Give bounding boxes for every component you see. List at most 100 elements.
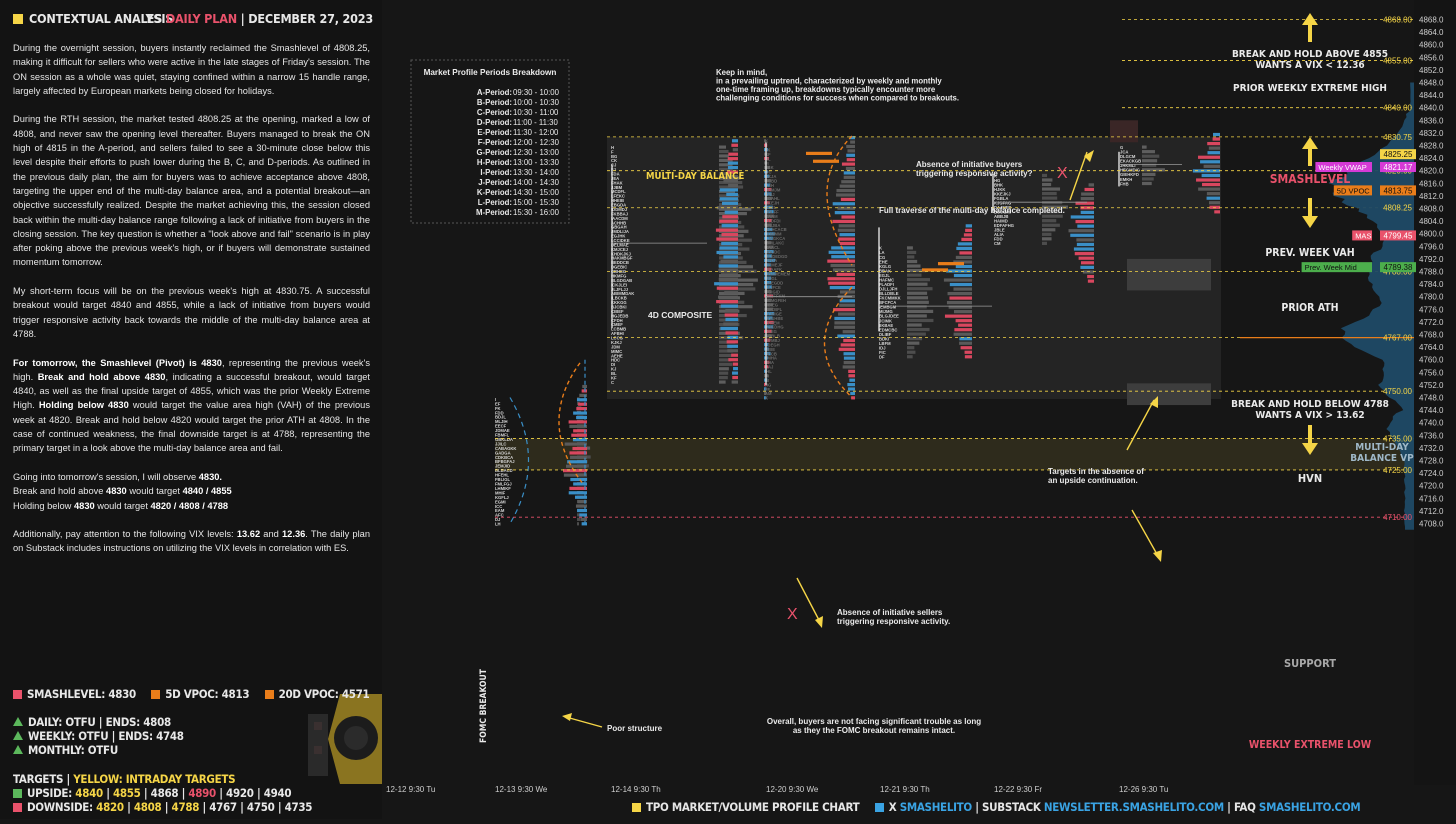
- volume-bar: [764, 307, 774, 311]
- tpo-letters: AFC: [495, 513, 504, 518]
- volume-bar: [837, 228, 855, 232]
- volume-bar: [577, 500, 587, 504]
- volume-bar: [723, 179, 738, 183]
- tpo-letters: JMHA: [765, 356, 777, 361]
- volume-bar: [764, 276, 772, 280]
- support-zone: [495, 438, 1414, 470]
- volume-bar: [964, 355, 972, 359]
- volume-bar: [764, 334, 772, 338]
- volume-bar: [719, 358, 731, 362]
- downside-target: 4808: [133, 800, 162, 814]
- observe-line: Going into tomorrow's session, I will ob…: [13, 471, 199, 482]
- axis-tick-label: 4816.0: [1419, 179, 1444, 188]
- volume-bar: [719, 163, 733, 167]
- tpo-letters: DLIBF: [879, 332, 892, 337]
- tpo-letters: MCDFL: [611, 189, 626, 194]
- tpo-letters: LBK: [765, 165, 774, 170]
- volume-bar: [832, 268, 855, 272]
- targets-yellow: YELLOW: INTRADAY TARGETS: [73, 772, 236, 786]
- volume-bar: [1142, 181, 1152, 186]
- volume-bar: [576, 407, 587, 411]
- volume-bar: [719, 154, 729, 158]
- tpo-letters: IJFDA: [765, 258, 777, 263]
- volume-bar: [1068, 229, 1094, 233]
- pointer-arrowhead: [1084, 150, 1094, 162]
- volume-bar: [718, 268, 738, 272]
- price-tags: 4825.25 Weekly VWAP 4821.17 5D VPOC 4813.75 M…: [1301, 149, 1416, 273]
- footer-substack-link[interactable]: NEWSLETTER.SMASHELITO.COM: [1043, 800, 1224, 814]
- tpo-letters: HL: [765, 156, 771, 161]
- bold-break-above: Break and hold above 4830: [37, 371, 166, 382]
- up-triangle-icon: [13, 731, 23, 740]
- volume-bar: [907, 273, 922, 277]
- prev-week-vah-label: PREV. WEEK VAH: [1265, 247, 1354, 259]
- tpo-letters: FBLIGL: [495, 477, 511, 482]
- tpo-letters: GIEHKFD: [1120, 172, 1139, 177]
- tpo-letters: BGIGID: [765, 289, 780, 294]
- volume-bar: [1208, 146, 1220, 150]
- axis-tick-label: 4792.0: [1419, 255, 1444, 264]
- tpo-letters: BFAAFK: [765, 267, 782, 272]
- tpo-letters: KBAMEMEM: [765, 272, 791, 277]
- volume-bar: [954, 328, 972, 332]
- volume-bar: [836, 193, 855, 197]
- para-focus: My short-term focus will be on the previ…: [13, 286, 370, 339]
- volume-bar: [959, 337, 972, 341]
- period-value: 13:30 - 14:00: [513, 168, 560, 177]
- volume-bar: [579, 393, 587, 397]
- period-key: L-Period:: [478, 198, 512, 207]
- plan-date: DECEMBER 27, 2023: [248, 11, 373, 26]
- volume-bar: [764, 218, 772, 223]
- poor-structure-label: Poor structure: [607, 724, 663, 733]
- volume-bar: [907, 337, 923, 341]
- overall-line-1: Overall, buyers are not facing significa…: [767, 717, 981, 726]
- time-axis-label: 12-26 9:30 Tu: [1119, 785, 1168, 794]
- volume-bar: [728, 152, 738, 156]
- profile-1226: GJCADLGCMEKACKGBJHKMLIHEGMDIGGIEHKFDEMKH…: [1120, 145, 1165, 186]
- overall-line-2: as they the FOMC breakout remains intact…: [793, 726, 955, 735]
- profile-1220-vp: [827, 136, 855, 400]
- pointer-arrowhead: [1153, 550, 1162, 562]
- footer-faq-link[interactable]: SMASHELITO.COM: [1258, 800, 1361, 814]
- volume-bar: [907, 287, 933, 291]
- tpo-letters: CJ: [611, 163, 617, 168]
- footer-x-handle[interactable]: SMASHELITO: [899, 800, 973, 814]
- volume-bar: [764, 285, 773, 289]
- volume-bar: [907, 318, 934, 323]
- timeframe-daily: DAILY: OTFU | ENDS: 4808: [13, 715, 171, 729]
- tpo-letters: FLADFI: [879, 282, 894, 287]
- tpo-letters: IBMLAKC: [765, 241, 784, 246]
- timeframe-monthly: MONTHLY: OTFU: [13, 743, 118, 757]
- target-box-lower: [1127, 383, 1211, 406]
- volume-bar: [724, 291, 738, 295]
- absence-buyers-1: Absence of initiative buyers: [916, 160, 1023, 169]
- axis-tick-label: 4860.0: [1419, 41, 1444, 50]
- profile-1222-vp: [1068, 183, 1094, 283]
- period-value: 12:00 - 12:30: [513, 138, 560, 147]
- volume-bar: [764, 236, 773, 240]
- volume-bar: [764, 325, 774, 329]
- volume-bar: [947, 291, 972, 296]
- volume-bar: [946, 301, 972, 305]
- period-key: I-Period:: [480, 168, 512, 177]
- volume-bar: [719, 353, 732, 358]
- header-title: CONTEXTUAL ANALYSIS: [29, 11, 174, 26]
- tpo-letters: MCHCACB: [765, 227, 787, 232]
- period-value: 11:30 - 12:00: [513, 128, 559, 137]
- period-value: 14:30 - 15:00: [513, 188, 560, 197]
- volume-bar: [727, 161, 738, 165]
- tpo-letters: FI: [765, 161, 769, 166]
- level-value-label: 4735.00: [1383, 434, 1412, 443]
- volume-bar: [907, 250, 917, 255]
- pointer-line: [796, 577, 821, 623]
- volume-bar: [1073, 247, 1094, 251]
- volume-bar: [719, 149, 729, 154]
- tpo-letters: EDFAFHG: [994, 223, 1014, 228]
- volume-bar: [907, 341, 920, 345]
- volume-bar: [719, 371, 729, 375]
- volume-bar: [571, 433, 587, 437]
- tpo-letters: IJC: [765, 170, 772, 175]
- axis-tick-label: 4708.0: [1419, 520, 1444, 529]
- plan-separator: |: [240, 11, 245, 26]
- tpo-letters: EBIEG: [765, 303, 778, 308]
